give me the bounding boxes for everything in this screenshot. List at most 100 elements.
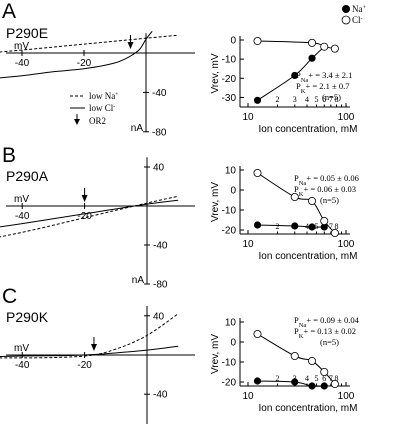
rev-cl-point [320,42,329,51]
legend-low-na-label: low Na+ [89,91,119,101]
iv-x-axis-label: mV [14,41,29,52]
iv-y-axis-label: nA [131,123,144,134]
legend-na-label: Na+ [352,4,367,14]
iv-x-tick-label: -40 [15,360,30,371]
rev-cl-point [320,216,329,225]
rev-cl-point [308,356,317,365]
rev-cl-point [290,192,299,201]
rev-na-point [291,378,299,386]
rev-cl-point [330,379,339,388]
rev-x-minor-tick-label: 7 [329,222,333,231]
panel-letter-c: C [2,285,17,308]
rev-na-point [253,96,262,104]
rev-cl-point [253,168,262,177]
rev-x-axis-label: Ion concentration, mM [259,403,358,414]
iv-low-cl-curve [0,345,179,358]
rev-plot-b: 100-10-20234567810100Ion concentration, … [210,166,359,263]
rev-na-point [320,382,328,390]
or2-arrowhead-icon [90,344,97,351]
or2-arrowhead-icon [81,195,88,202]
rev-na-point [253,221,262,229]
rev-cl-point [308,38,317,47]
rev-na-fit-line [257,380,325,387]
iv-x-tick-label: -40 [15,58,30,69]
rev-x-minor-tick-label: 2 [276,374,280,383]
rev-x-minor-tick-label: 4 [305,95,309,104]
iv-x-tick-label: -20 [77,211,92,222]
permeability-annotation: PNa+ = 0.09 ± 0.04 [294,315,360,329]
rev-x-tick-label: 10 [242,391,254,402]
rev-x-tick-label: 100 [338,391,355,402]
rev-na-point [308,223,316,231]
rev-na-point [291,222,299,230]
rev-cl-point [308,196,317,205]
permeability-annotation: PK+ = 0.13 ± 0.02 [294,326,356,340]
rev-x-tick-label: 10 [242,112,254,123]
rev-x-minor-tick-label: 7 [329,95,333,104]
rev-x-axis-label: Ion concentration, mM [259,251,358,262]
legend-na-marker [342,5,350,13]
rev-cl-point [330,228,339,237]
legend-or2-arrow-icon [74,114,80,125]
rev-x-minor-tick-label: 8 [335,95,339,104]
permeability-annotation: PK+ = 0.06 ± 0.03 [294,184,356,198]
rev-cl-point [290,351,299,360]
rev-y-axis-label: Vrev, mV [210,53,221,93]
permeability-annotation: PNa+ = 0.05 ± 0.06 [294,173,359,187]
or2-arrowhead-icon [127,42,134,49]
rev-na-point [308,54,316,62]
iv-y-tick-label: -40 [152,88,167,99]
rev-y-tick-label: -10 [222,206,237,217]
rev-x-minor-tick-label: 3 [293,95,297,104]
legend-cl-label: Cl- [352,15,363,25]
panel-letter-b: B [2,144,16,167]
rev-x-minor-tick-label: 5 [314,374,318,383]
rev-na-point [291,71,299,80]
iv-x-axis-label: mV [14,343,29,354]
panel-letter-a: A [2,0,16,23]
permeability-annotation: PK+ = 2.1 ± 0.7 [296,81,349,95]
permeability-annotation: PNa+ = 3.4 ± 2.1 [296,70,352,84]
rev-cl-point [253,36,262,45]
rev-cl-point [253,329,262,338]
rev-na-point [308,382,316,390]
iv-low-cl-curve [0,199,179,228]
rev-na-fit-line [257,46,325,101]
rev-y-tick-label: 10 [225,318,237,329]
rev-y-tick-label: 0 [230,186,236,197]
rev-cl-point [330,44,339,53]
rev-x-axis-label: Ion concentration, mM [259,124,358,135]
rev-y-tick-label: 0 [230,36,236,47]
rev-x-minor-tick-label: 5 [314,95,318,104]
iv-y-tick-label: -40 [153,390,168,401]
permeability-annotation: (n=5) [320,337,339,347]
rev-plot-c: 100-10-20234567810100Ion concentration, … [210,315,360,414]
rev-y-tick-label: -10 [222,55,237,66]
rev-y-tick-label: 10 [225,166,237,177]
permeability-annotation: (n=5) [322,92,341,102]
rev-y-axis-label: Vrev, mV [210,182,221,222]
rev-x-minor-tick-label: 2 [276,222,280,231]
rev-y-tick-label: -20 [222,378,237,389]
rev-na-fit-line [257,224,325,228]
mutant-label-a: P290E [6,25,48,41]
rev-y-tick-label: -20 [222,226,237,237]
mutant-label-b: P290A [6,168,49,184]
rev-x-minor-tick-label: 6 [322,95,326,104]
permeability-annotation: (n=5) [320,195,339,205]
rev-x-minor-tick-label: 8 [335,374,339,383]
rev-y-tick-label: -20 [222,74,237,85]
mutant-label-c: P290K [6,309,49,325]
rev-y-tick-label: -10 [222,358,237,369]
rev-x-minor-tick-label: 6 [322,374,326,383]
iv-y-tick-label: -80 [152,127,167,138]
rev-x-tick-label: 10 [242,239,254,250]
iv-x-axis-label: mV [14,194,29,205]
rev-x-tick-label: 100 [338,112,355,123]
iv-x-tick-label: -20 [77,360,92,371]
iv-y-tick-label: 40 [153,311,165,322]
